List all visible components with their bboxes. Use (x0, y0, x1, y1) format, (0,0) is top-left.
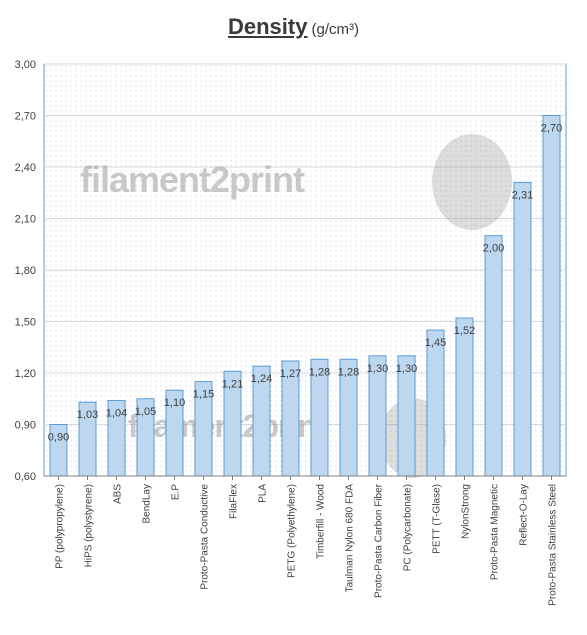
x-tick-label: PC (Polycarbonate) (403, 484, 414, 571)
data-label: 2,70 (541, 123, 562, 135)
data-label: 1,30 (367, 363, 388, 375)
x-tick-label: ABS (113, 484, 124, 504)
bar (513, 181, 532, 477)
data-label: 1,10 (164, 397, 185, 409)
x-tick-label: Proto-Pasta Stainless Steel (548, 484, 559, 606)
x-tick-label: E.P (171, 484, 182, 500)
data-label: 1,52 (454, 325, 475, 337)
x-tick-label: Proto-Pasta Conductive (200, 484, 211, 590)
y-tick-label: 2,40 (15, 162, 36, 174)
data-label: 1,15 (193, 389, 214, 401)
y-tick-label: 0,90 (15, 420, 36, 432)
y-tick-label: 2,10 (15, 214, 36, 226)
x-tick-label: Taulman Nylon 680 FDA (345, 484, 356, 593)
chameleon-logo-icon (432, 134, 512, 230)
bar (455, 317, 474, 477)
chart-unit: (g/cm³) (311, 21, 359, 38)
data-label: 1,30 (396, 363, 417, 375)
y-tick-label: 3,00 (15, 59, 36, 71)
data-label: 1,28 (309, 366, 330, 378)
data-label: 2,31 (512, 189, 533, 201)
x-tick-label: Reflect-O-Lay (519, 484, 530, 546)
x-tick-label: PETG (Polyethylene) (287, 484, 298, 578)
bar (484, 235, 503, 477)
x-tick-label: FilaFlex (229, 484, 240, 519)
data-label: 1,28 (338, 366, 359, 378)
chart-title-block: Density (g/cm³) (0, 14, 587, 40)
x-tick-label: Timberfill - Wood (316, 484, 327, 559)
y-tick-label: 2,70 (15, 111, 36, 123)
x-tick-label: PP (polypropylene) (55, 484, 66, 569)
data-label: 1,03 (77, 409, 98, 421)
data-label: 1,27 (280, 368, 301, 380)
y-tick-label: 1,80 (15, 265, 36, 277)
y-tick-label: 0,60 (15, 471, 36, 483)
x-tick-label: NylonStrong (461, 484, 472, 539)
x-tick-label: Proto-Pasta Magnetic (490, 484, 501, 580)
data-label: 1,45 (425, 337, 446, 349)
watermark-text: filament2print (80, 159, 305, 200)
x-tick-label: BendLay (142, 484, 153, 523)
data-label: 1,24 (251, 373, 272, 385)
x-tick-label: PLA (258, 484, 269, 503)
x-tick-label: Proto-Pasta Carbon Fiber (374, 483, 385, 598)
x-tick-label: PETT (T-Glase) (432, 484, 443, 554)
bar (426, 329, 445, 477)
bar (542, 115, 561, 477)
y-tick-label: 1,50 (15, 317, 36, 329)
data-label: 2,00 (483, 243, 504, 255)
chart-title: Density (228, 14, 308, 39)
data-label: 1,04 (106, 407, 127, 419)
y-tick-label: 1,20 (15, 368, 36, 380)
data-label: 1,05 (135, 406, 156, 418)
data-label: 0,90 (48, 432, 69, 444)
x-tick-label: HiPS (polystyrene) (84, 484, 95, 567)
data-label: 1,21 (222, 378, 243, 390)
